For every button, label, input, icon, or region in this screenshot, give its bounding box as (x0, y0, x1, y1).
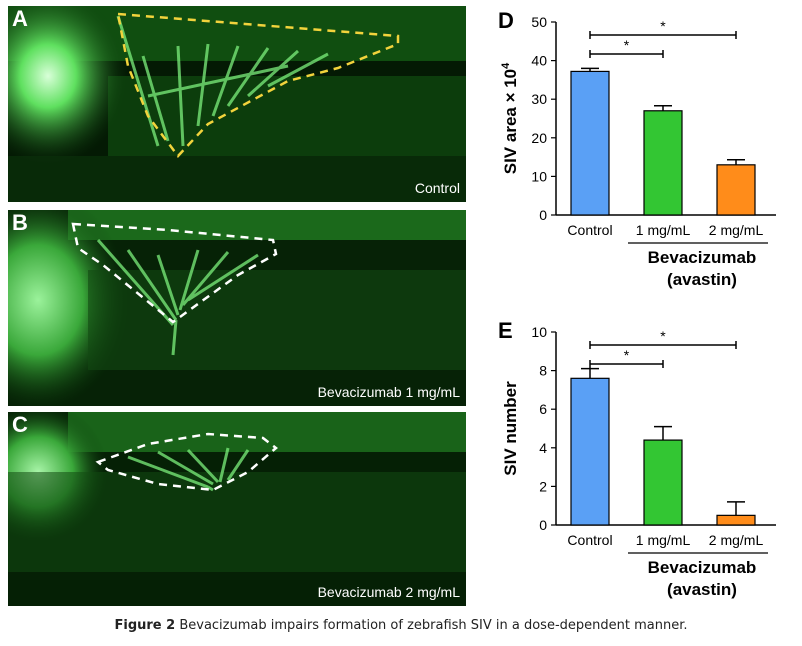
y-tick-label-e: 6 (539, 401, 547, 417)
y-tick-label-e: 8 (539, 363, 547, 379)
y-tick-label-e: 2 (539, 478, 547, 494)
group-label-line1-d: Bevacizumab (648, 248, 757, 267)
bar-d-2 (716, 164, 756, 216)
y-tick-label-d: 30 (531, 91, 547, 107)
panel-letter-a: A (12, 6, 28, 31)
panel-caption-a: Control (414, 180, 460, 196)
micrograph-image-c (8, 412, 466, 606)
chart-panel-letter-e: E (498, 318, 513, 343)
figure-caption: Figure 2 Bevacizumab impairs formation o… (0, 618, 802, 633)
y-tick-label-d: 20 (531, 130, 547, 146)
group-label-line2-e: (avastin) (667, 580, 737, 599)
panel-letter-c: C (12, 412, 28, 437)
micrograph-panel-b: B Bevacizumab 1 mg/mL (8, 210, 466, 406)
sig-label-e-0: * (624, 347, 630, 363)
sig-label-d-1: * (660, 18, 666, 34)
figure-caption-label: Figure 2 (114, 618, 176, 633)
group-label-line2-d: (avastin) (667, 270, 737, 289)
bar-d-0 (570, 70, 610, 216)
y-tick-label-e: 4 (539, 440, 547, 456)
figure-caption-text: Bevacizumab impairs formation of zebrafi… (179, 618, 688, 633)
y-tick-label-e: 10 (531, 324, 547, 340)
x-tick-label-e-0: Control (567, 532, 612, 548)
micrograph-panel-a: A Control (8, 6, 466, 202)
y-axis-label-superscript-d: 4 (500, 62, 512, 69)
x-tick-label-d-1: 1 mg/mL (636, 222, 691, 238)
micrograph-image-b (8, 210, 466, 406)
x-tick-label-e-1: 1 mg/mL (636, 532, 691, 548)
bar-e-2 (716, 514, 756, 526)
micrograph-panel-c: C Bevacizumab 2 mg/mL (8, 412, 466, 606)
y-tick-label-d: 10 (531, 168, 547, 184)
y-tick-label-e: 0 (539, 517, 547, 533)
sig-label-d-0: * (624, 37, 630, 53)
y-axis-label-d: SIV area × 104 (500, 62, 520, 174)
x-tick-label-d-2: 2 mg/mL (709, 222, 764, 238)
bar-e-1 (643, 439, 683, 526)
y-axis-label-text-d: SIV area × 10 (501, 69, 520, 174)
y-axis-label-e: SIV number (501, 381, 520, 476)
bar-d-1 (643, 110, 683, 216)
x-tick-label-d-0: Control (567, 222, 612, 238)
bar-chart-e: E SIV number 0 2 4 6 8 10 Control 1 mg/mL 2 mg/mL B… (498, 318, 776, 599)
group-label-line1-e: Bevacizumab (648, 558, 757, 577)
y-tick-label-d: 40 (531, 53, 547, 69)
y-tick-label-d: 0 (539, 207, 547, 223)
bar-e-0 (570, 377, 610, 526)
x-tick-label-e-2: 2 mg/mL (709, 532, 764, 548)
panel-letter-b: B (12, 210, 28, 235)
panel-caption-b: Bevacizumab 1 mg/mL (317, 384, 460, 400)
y-tick-label-d: 50 (531, 14, 547, 30)
micrograph-image-a (8, 6, 466, 202)
sig-label-e-1: * (660, 328, 666, 344)
y-axis-label-text-e: SIV number (501, 381, 520, 476)
panel-caption-c: Bevacizumab 2 mg/mL (317, 584, 460, 600)
chart-panel-letter-d: D (498, 8, 514, 33)
